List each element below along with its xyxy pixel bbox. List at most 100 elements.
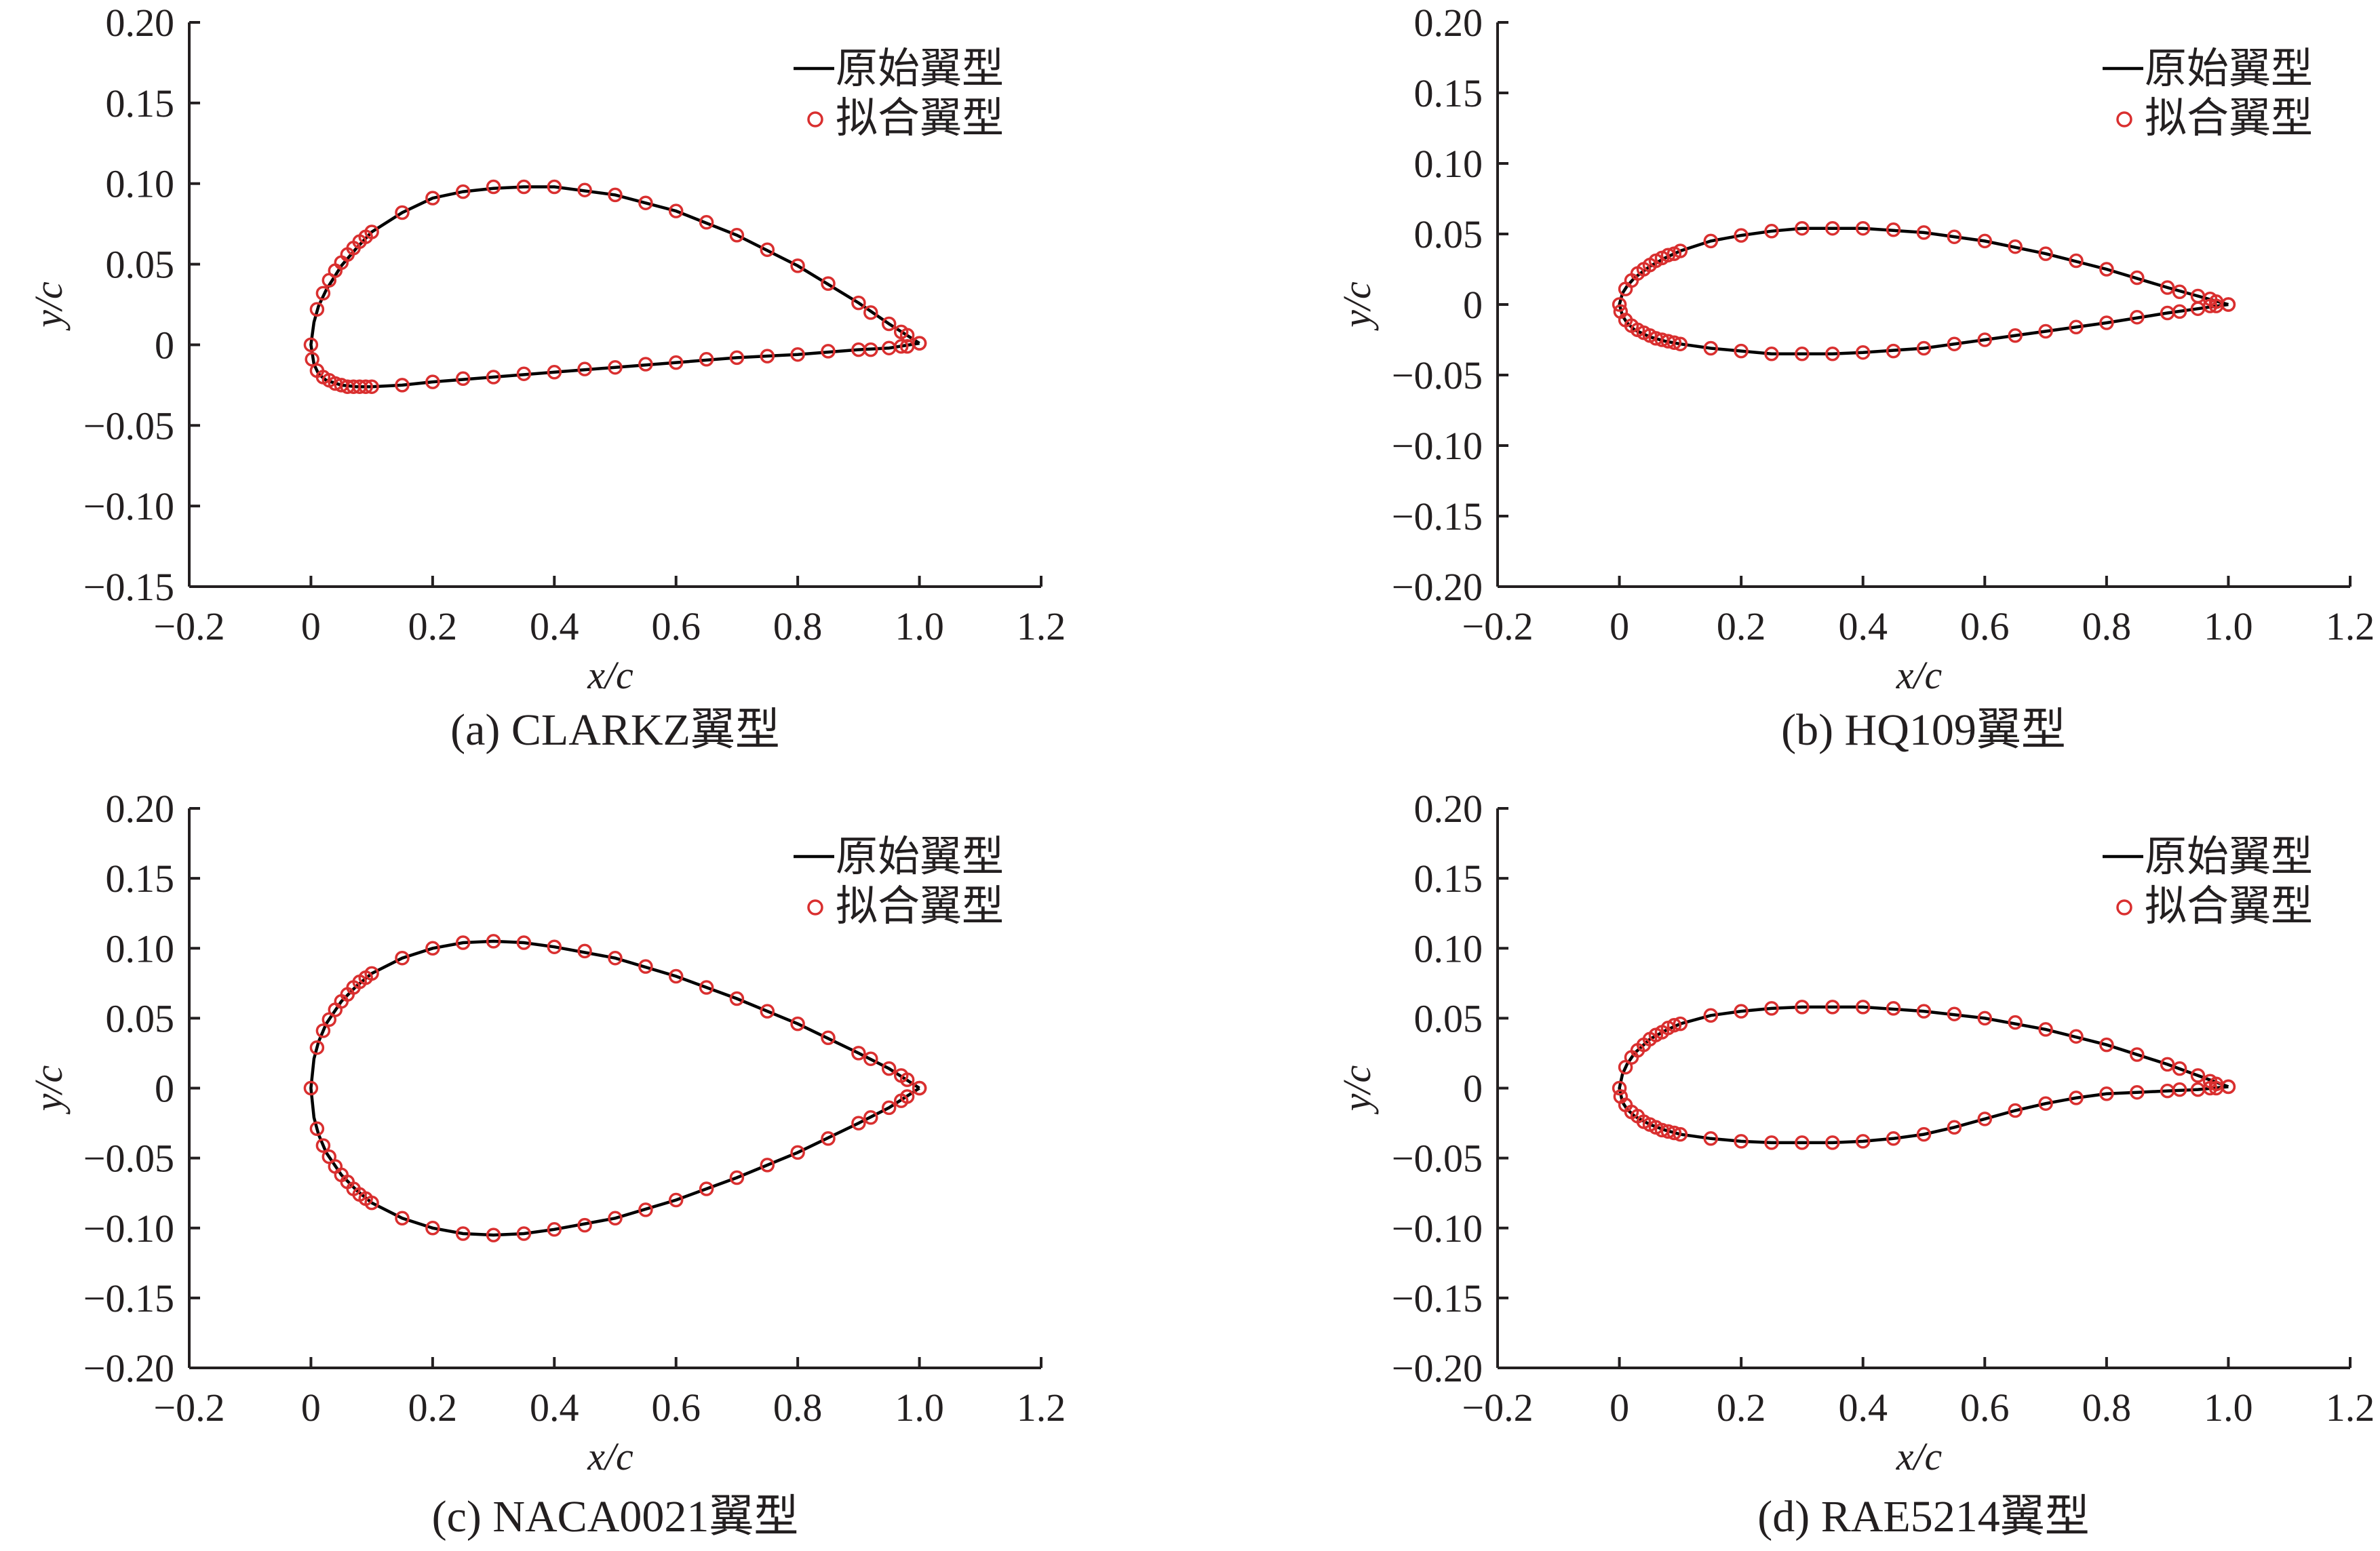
fitted-point-marker — [1886, 1131, 1901, 1146]
y-tick-label: 0.05 — [106, 243, 175, 287]
fitted-point-marker — [1855, 1000, 1871, 1015]
x-tick-label: −0.2 — [1462, 1386, 1533, 1430]
fitted-point-marker — [364, 1195, 379, 1211]
fitted-point-marker — [2008, 1015, 2023, 1030]
fitted-point-marker — [668, 203, 684, 218]
fitted-point-marker — [1795, 347, 1810, 361]
fitted-point-marker — [2008, 239, 2023, 254]
fitted-point-marker — [699, 1181, 714, 1196]
fitted-point-marker — [729, 991, 745, 1006]
fitted-point-marker — [699, 352, 714, 367]
original-airfoil-line — [309, 185, 920, 389]
fitted-point-marker — [2069, 253, 2084, 269]
x-tick-label: −0.2 — [153, 1386, 225, 1430]
y-tick-label: −0.05 — [83, 1137, 174, 1181]
fitted-point-marker — [1886, 343, 1901, 359]
fitted-point-marker — [395, 378, 410, 393]
fitted-point-marker — [1947, 336, 1962, 351]
fitted-point-marker — [303, 337, 319, 353]
fitted-point-marker — [608, 187, 623, 203]
fitted-point-marker — [1947, 1120, 1962, 1135]
fitted-point-marker — [2172, 1061, 2187, 1076]
fitted-point-marker — [1916, 1126, 1932, 1142]
fitted-point-marker — [1703, 1008, 1719, 1023]
fitted-point-marker — [455, 935, 471, 950]
fitted-point-marker — [309, 1040, 325, 1055]
fitted-point-marker — [893, 339, 909, 354]
fitted-point-marker — [851, 1116, 866, 1131]
x-axis-title: x/c — [1896, 1434, 1943, 1478]
fitted-point-marker — [638, 959, 653, 974]
fitted-point-marker — [2202, 1080, 2218, 1096]
fitted-point-marker — [1825, 220, 1840, 236]
fitted-point-marker — [1855, 1134, 1871, 1149]
fitted-point-marker — [1764, 1001, 1779, 1016]
fitted-point-marker — [455, 184, 471, 199]
fitted-point-marker — [760, 242, 775, 257]
x-axis-title: x/c — [587, 1434, 633, 1478]
fitted-point-marker — [2008, 328, 2023, 343]
fitted-point-marker — [547, 939, 562, 954]
fitted-point-marker — [608, 950, 623, 966]
legend-marker-swatch — [2116, 111, 2132, 127]
y-tick-label: 0.20 — [1414, 787, 1483, 831]
x-tick-label: 0.2 — [1717, 1386, 1766, 1430]
fitted-point-marker — [1795, 220, 1810, 236]
fitted-point-marker — [638, 195, 653, 210]
fitted-point-marker — [893, 324, 909, 340]
y-tick-label: −0.20 — [1392, 1346, 1483, 1390]
fitted-point-marker — [1666, 246, 1682, 261]
fitted-point-marker — [1916, 340, 1932, 356]
fitted-point-marker — [821, 344, 836, 359]
x-tick-label: 0.2 — [1717, 604, 1766, 648]
fitted-point-marker — [1734, 1134, 1749, 1149]
x-axis-title: x/c — [587, 653, 633, 697]
legend-label-fitted: 拟合翼型 — [836, 881, 1004, 930]
fitted-point-marker — [1977, 1010, 1993, 1026]
x-tick-label: 1.0 — [895, 1386, 944, 1430]
legend-label-fitted: 拟合翼型 — [2145, 881, 2313, 930]
fitted-point-marker — [699, 980, 714, 995]
fitted-point-marker — [315, 1138, 331, 1153]
fitted-point-marker — [309, 1121, 325, 1137]
y-tick-label: 0.20 — [106, 1, 175, 45]
fitted-point-marker — [821, 1131, 836, 1146]
fitted-point-marker — [1795, 1135, 1810, 1150]
fitted-point-marker — [1947, 229, 1962, 244]
y-tick-label: 0.05 — [1414, 212, 1483, 256]
chart-panel-c: −0.2 0 0.2 0.4 0.6 0.8 1.0 1.2−0.20−0.15−0.10−0… — [26, 787, 1066, 1542]
fitted-point-marker — [668, 968, 684, 984]
fitted-point-marker — [760, 1004, 775, 1019]
fitted-point-marker — [2221, 1079, 2236, 1095]
fitted-point-marker — [395, 1211, 410, 1226]
fitted-point-marker — [851, 1046, 866, 1061]
x-tick-label: 0.4 — [530, 604, 579, 648]
fitted-point-marker — [821, 276, 836, 291]
fitted-point-marker — [1734, 1004, 1749, 1019]
legend-label-fitted: 拟合翼型 — [836, 93, 1004, 142]
fitted-point-marker — [1673, 1016, 1688, 1032]
y-tick-label: −0.20 — [1392, 565, 1483, 609]
fitted-point-marker — [425, 191, 440, 205]
fitted-point-marker — [2190, 1068, 2206, 1083]
y-tick-label: −0.10 — [83, 1206, 174, 1251]
legend-label-original: 原始翼型 — [2145, 831, 2313, 881]
fitted-point-marker — [1916, 1004, 1932, 1019]
y-tick-label: 0.15 — [106, 81, 175, 125]
fitted-point-marker — [364, 379, 379, 394]
fitted-point-marker — [2069, 319, 2084, 335]
x-tick-label: 0.6 — [651, 1386, 701, 1430]
fitted-point-marker — [668, 355, 684, 370]
fitted-point-marker — [863, 305, 878, 320]
fitted-point-marker — [1618, 281, 1633, 296]
fitted-point-marker — [863, 342, 878, 357]
fitted-point-marker — [2069, 1091, 2084, 1105]
legend-label-fitted: 拟合翼型 — [2145, 93, 2313, 142]
x-tick-label: −0.2 — [1462, 604, 1533, 648]
fitted-point-marker — [1734, 228, 1749, 243]
y-tick-label: −0.15 — [83, 565, 174, 609]
fitted-point-marker — [425, 1221, 440, 1236]
y-tick-label: 0.10 — [1414, 142, 1483, 186]
fitted-point-marker — [790, 347, 805, 362]
fitted-point-marker — [1825, 1135, 1840, 1150]
